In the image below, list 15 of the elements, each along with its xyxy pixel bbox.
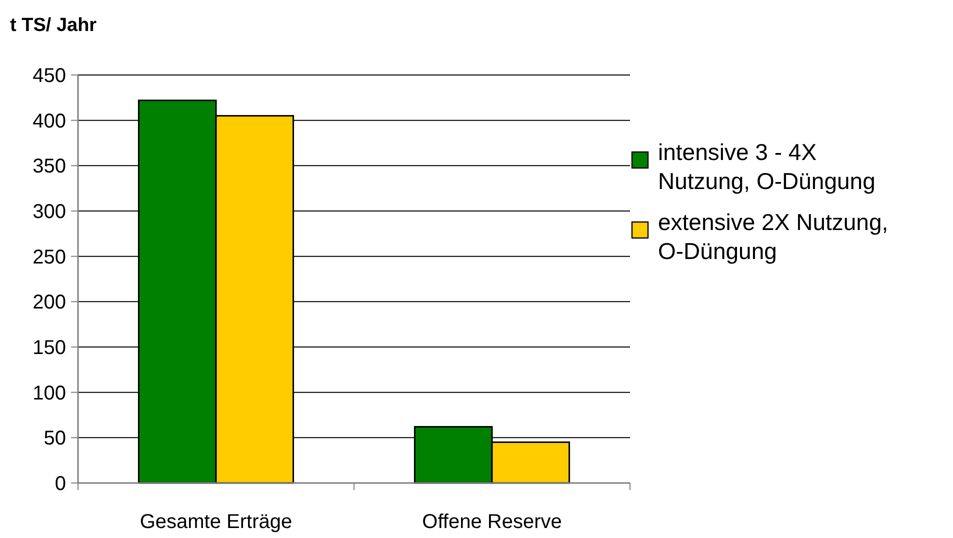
y-tick-label: 400 xyxy=(32,110,66,132)
x-tick-label: Gesamte Erträge xyxy=(140,511,292,533)
y-tick-label: 200 xyxy=(32,292,66,314)
y-tick-label: 0 xyxy=(54,473,66,495)
x-tick-label: Offene Reserve xyxy=(422,511,562,533)
y-axis-title: t TS/ Jahr xyxy=(10,15,98,36)
y-tick-label: 100 xyxy=(32,382,66,404)
legend-label: intensive 3 - 4X Nutzung, O-Düngung xyxy=(658,139,876,194)
y-tick-label: 450 xyxy=(32,65,66,87)
y-tick-label: 50 xyxy=(44,428,66,450)
legend-label: extensive 2X Nutzung, O-Düngung xyxy=(658,209,888,264)
y-tick-label: 350 xyxy=(32,156,66,178)
y-tick-label: 300 xyxy=(32,201,66,223)
y-tick-label: 150 xyxy=(32,337,66,359)
y-tick-label: 250 xyxy=(32,246,66,268)
